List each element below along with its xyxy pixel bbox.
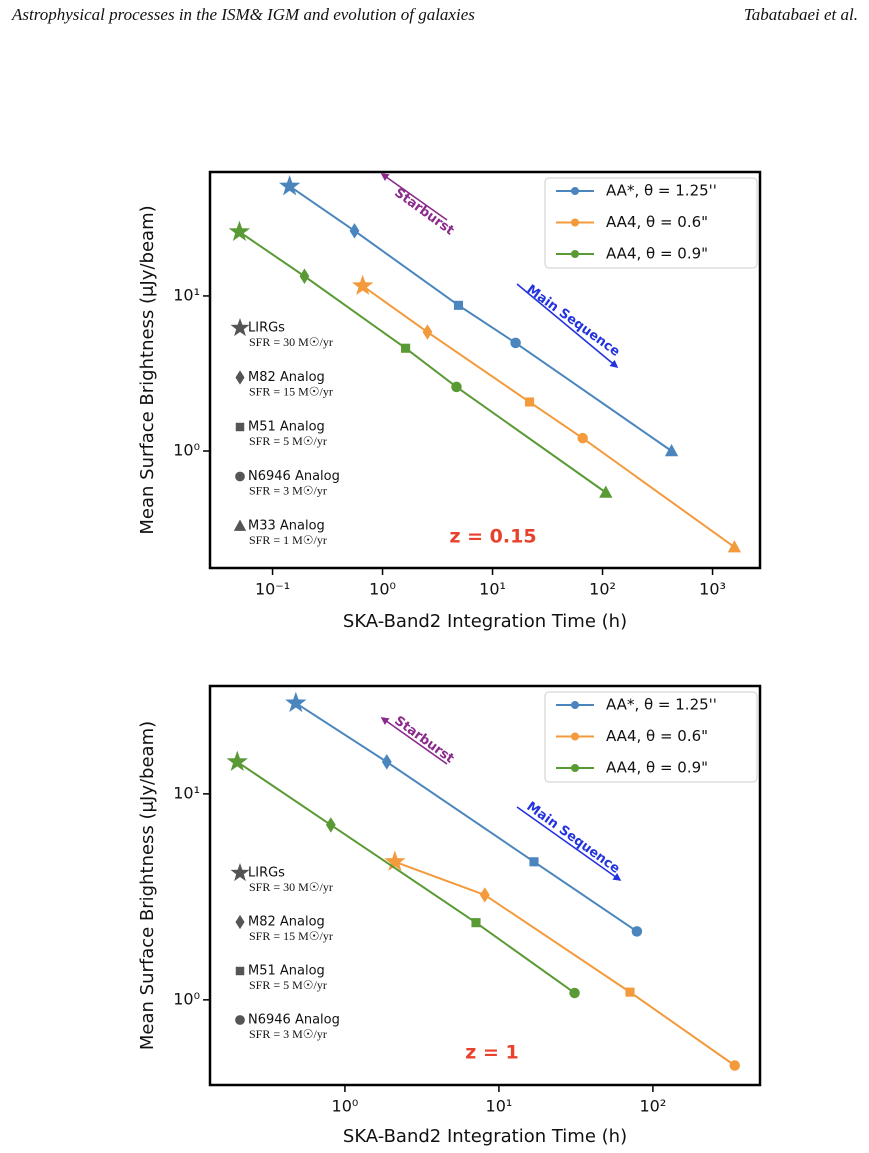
data-point — [285, 691, 307, 713]
marker-legend-label: M33 Analog — [248, 519, 325, 534]
data-point — [577, 432, 588, 444]
legend-label: AA4, θ = 0.6" — [606, 727, 708, 745]
data-point — [525, 397, 535, 407]
main-sequence-arrow — [516, 806, 622, 881]
x-tick-label: 10⁰ — [332, 1097, 359, 1116]
data-point — [569, 987, 580, 999]
marker-legend-symbol — [235, 966, 245, 976]
data-point — [510, 337, 521, 349]
marker-legend-symbol — [235, 1015, 245, 1025]
y-tick-label: 10⁰ — [173, 441, 200, 460]
marker-legend-note: SFR = 5 M☉/yr — [249, 978, 327, 992]
starburst-arrow — [380, 717, 448, 765]
marker-legend-note: SFR = 5 M☉/yr — [249, 434, 327, 448]
legend-marker — [571, 250, 579, 258]
x-tick-label: 10² — [640, 1097, 667, 1116]
x-tick-label: 10¹ — [479, 580, 506, 599]
y-tick-label: 10¹ — [173, 285, 200, 304]
header-title: Astrophysical processes in the ISM& IGM … — [11, 5, 475, 24]
legend-label: AA*, θ = 1.25'' — [606, 182, 717, 200]
redshift-label: z = 1 — [465, 1042, 518, 1064]
legend-box — [544, 177, 758, 269]
data-point — [599, 485, 613, 498]
marker-legend-symbol — [235, 471, 245, 482]
data-point — [226, 750, 248, 771]
marker-legend-note: SFR = 15 M☉/yr — [249, 384, 333, 398]
plot-frame — [208, 684, 762, 1087]
data-point — [529, 857, 539, 867]
y-tick-label: 10⁰ — [173, 989, 200, 1008]
marker-legend-note: SFR = 30 M☉/yr — [249, 880, 333, 894]
marker-legend-label: N6946 Analog — [248, 1013, 340, 1028]
data-point — [352, 274, 374, 296]
marker-legend-symbol — [230, 863, 250, 882]
legend-marker — [571, 732, 579, 741]
data-point — [479, 887, 490, 903]
marker-legend-symbol — [235, 914, 245, 930]
marker-legend-label: LIRGs — [248, 321, 285, 336]
redshift-label: z = 0.15 — [449, 526, 536, 548]
series-line — [236, 761, 576, 994]
marker-legend-label: N6946 Analog — [248, 469, 340, 484]
y-axis-label: Mean Surface Brightness (μJy/beam) — [137, 205, 158, 534]
marker-legend-symbol — [235, 422, 245, 432]
marker-legend-label: M51 Analog — [248, 964, 325, 979]
x-axis-label: SKA-Band2 Integration Time (h) — [343, 611, 627, 632]
data-point — [631, 926, 643, 937]
legend-label: AA4, θ = 0.9" — [606, 759, 708, 777]
data-point — [381, 754, 392, 770]
data-point — [349, 223, 360, 239]
series-line — [295, 702, 638, 933]
header-authors: Tabatabaei et al. — [744, 5, 858, 24]
marker-legend-label: M82 Analog — [248, 370, 325, 385]
data-point — [471, 918, 481, 928]
marker-legend-label: LIRGs — [248, 866, 285, 881]
legend-marker — [571, 187, 579, 195]
marker-legend-note: SFR = 1 M☉/yr — [249, 533, 327, 547]
x-tick-label: 10⁻¹ — [255, 580, 290, 599]
starburst-arrow — [380, 173, 448, 221]
legend-label: AA4, θ = 0.9" — [606, 245, 708, 263]
data-point — [422, 324, 433, 340]
data-point — [451, 381, 462, 393]
marker-legend-label: M51 Analog — [248, 420, 325, 435]
data-point — [228, 220, 251, 241]
x-axis-label: SKA-Band2 Integration Time (h) — [343, 1126, 627, 1147]
data-point — [325, 817, 336, 833]
y-tick-label: 10¹ — [173, 783, 200, 802]
marker-legend-symbol — [230, 318, 250, 337]
data-point — [664, 444, 679, 457]
legend-marker — [571, 218, 579, 227]
main-sequence-arrow — [516, 283, 619, 369]
series-line — [394, 860, 736, 1067]
legend-label: AA*, θ = 1.25'' — [606, 696, 717, 714]
legend-box — [544, 691, 758, 783]
y-axis-label: Mean Surface Brightness (μJy/beam) — [137, 721, 158, 1050]
x-tick-label: 10¹ — [486, 1097, 513, 1116]
data-point — [453, 300, 464, 310]
marker-legend-note: SFR = 3 M☉/yr — [249, 483, 327, 497]
marker-legend-symbol — [233, 519, 247, 531]
data-point — [299, 268, 310, 284]
legend-marker — [571, 764, 579, 772]
legend-label: AA4, θ = 0.6" — [606, 213, 708, 231]
data-point — [278, 174, 301, 196]
x-tick-label: 10³ — [699, 580, 726, 599]
data-point — [401, 343, 411, 353]
data-point — [727, 540, 742, 553]
plot-frame — [208, 170, 762, 570]
x-tick-label: 10⁰ — [369, 580, 396, 599]
marker-legend-label: M82 Analog — [248, 915, 325, 930]
data-point — [625, 987, 635, 997]
marker-legend-symbol — [235, 370, 245, 385]
data-point — [729, 1060, 740, 1071]
marker-legend-note: SFR = 15 M☉/yr — [249, 929, 333, 943]
legend-marker — [571, 701, 579, 709]
x-tick-label: 10² — [589, 580, 616, 599]
marker-legend-note: SFR = 3 M☉/yr — [249, 1027, 327, 1041]
data-point — [384, 850, 406, 871]
marker-legend-note: SFR = 30 M☉/yr — [249, 335, 333, 349]
